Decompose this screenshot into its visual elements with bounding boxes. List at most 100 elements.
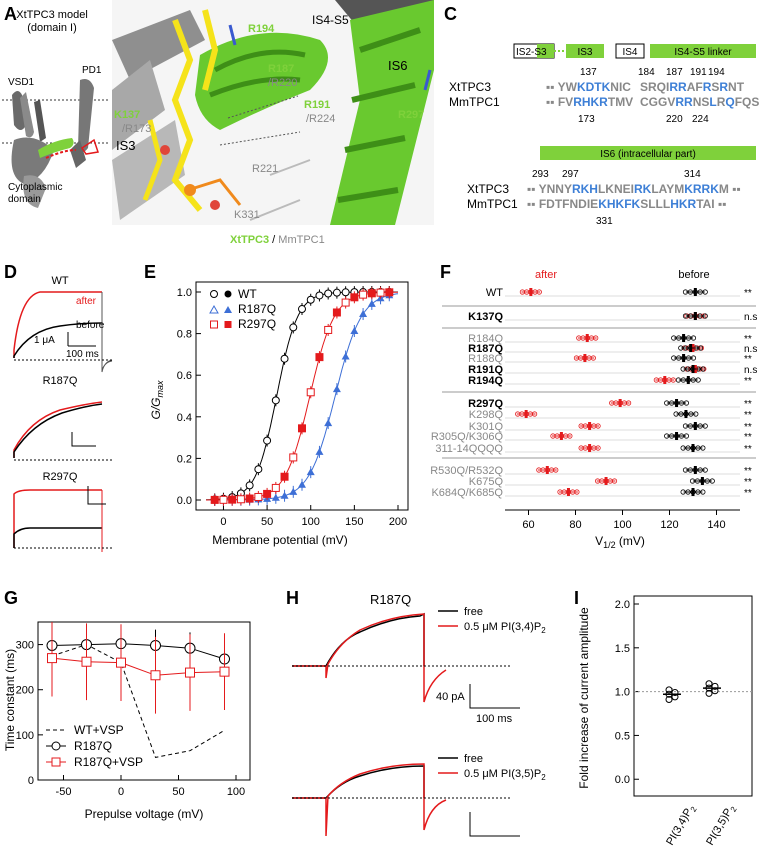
g-ytick-label-3: 300: [16, 640, 34, 652]
f-sig-5: n.s: [744, 365, 757, 376]
legend-r297q-open-marker: [210, 320, 218, 329]
trace-h-top-free: [292, 612, 425, 667]
f-row-label-3: R187Q: [468, 343, 503, 355]
e-point-WT: [315, 291, 324, 300]
f-sig-13: **: [744, 477, 752, 488]
seq-xttpc3-is6: ▪▪ YNNYRKHLKNEIRKLAYMKRRKM ▪▪: [527, 182, 741, 196]
e-point-WT: [289, 323, 298, 332]
e-point-R297Q: [367, 289, 376, 298]
seq-num-220: 220: [666, 114, 683, 125]
plot-e-series: [205, 286, 399, 506]
f-sig-7: **: [744, 399, 752, 410]
e-point-R297Q: [289, 453, 298, 462]
seq-num-173: 173: [578, 114, 595, 125]
residue-k137: K137: [114, 109, 140, 121]
i-ytick-label-0: 0.0: [615, 774, 630, 786]
trace-wt-after: [13, 291, 102, 358]
cytoplasmic-label-line1: Cytoplasmic: [8, 182, 62, 193]
seq-name-mmtpc1-2: MmTPC1: [467, 197, 518, 211]
plot-f-before-header: before: [678, 269, 709, 281]
seq-num-187: 187: [666, 67, 683, 78]
f-sig-14: **: [744, 488, 752, 499]
g-point-R187Q+VSP: [150, 670, 161, 681]
segment-is6-label: IS6: [388, 58, 408, 73]
e-point-R297Q: [271, 483, 280, 492]
e-point-R297Q: [219, 495, 228, 504]
cytoplasmic-label-line2: domain: [8, 194, 41, 205]
legend-e-r187q: R187Q: [238, 302, 276, 316]
plot-e-ylabel: G/Gmax: [149, 380, 165, 420]
panel-f: F after before WT ** K137Q n.s R184Q ** R187Q n…: [430, 262, 757, 550]
e-xtick-label-2: 100: [302, 516, 320, 528]
box-is2-s3-label: IS2-S3: [516, 47, 547, 58]
seq-num-224: 224: [692, 114, 709, 125]
panel-a-title-line2: (domain I): [27, 22, 77, 34]
g-ytick-label-2: 200: [16, 685, 34, 697]
e-fit-WT: [205, 291, 398, 501]
f-xtick-label-2: 100: [613, 519, 631, 531]
e-point-R187Q: [280, 491, 289, 499]
box-is6-label: IS6 (intracellular part): [600, 149, 696, 160]
scale-bar-h-bottom: [469, 812, 520, 837]
plot-f-x-axis: 60 80 100 120 140: [522, 510, 726, 531]
panel-e: E 0.0 0.2 0.4 0.6 0.8 1.0 0 50 100 150 200 Membra…: [144, 262, 409, 547]
plot-i-xcat-pi34: PI(3,4)P2: [664, 802, 699, 846]
plot-e-xlabel: Membrane potential (mV): [212, 533, 347, 547]
legend-r297q-filled-marker: [224, 321, 232, 328]
f-row-label-14: K684Q/K685Q: [431, 487, 503, 499]
f-row-label-6: R194Q: [468, 375, 503, 387]
f-sig-9: **: [744, 422, 752, 433]
plot-g-y-axis: 0 100 200 300: [16, 640, 43, 787]
plot-i-frame: [633, 595, 753, 797]
g-xtick-label-2: 50: [172, 786, 184, 798]
f-after-mean-2: [585, 334, 589, 342]
scale-bar-r297q: [87, 486, 106, 505]
g-point-R187Q+VSP: [47, 653, 57, 664]
f-row-label-0: WT: [486, 287, 503, 299]
panel-e-label: E: [144, 262, 156, 282]
trace-h-top-pi34: [292, 613, 447, 703]
legend-h-free-1: free: [464, 606, 483, 618]
f-after-mean-10: [559, 432, 563, 440]
f-after-mean-11: [588, 444, 592, 452]
f-after-mean-7: [618, 399, 622, 407]
f-sig-6: **: [744, 376, 752, 387]
e-point-WT: [324, 289, 333, 298]
g-xtick-label-3: 100: [227, 786, 245, 798]
legend-g-r187q-vsp-marker: [51, 757, 61, 767]
e-xtick-label-4: 200: [389, 516, 407, 528]
f-before-mean-4: [682, 354, 686, 362]
i-point-1: [705, 680, 713, 688]
f-before-mean-7: [675, 399, 679, 407]
panel-b: B: [112, 0, 434, 246]
seq-mmtpc1-linker: CGGVRRNSLRQFQS: [640, 95, 759, 109]
e-point-R297Q: [315, 353, 324, 362]
e-point-R297Q: [263, 489, 272, 498]
label-before: before: [76, 320, 105, 331]
e-ytick-label-4: 0.8: [177, 329, 192, 341]
label-after: after: [76, 296, 97, 307]
box-is4-s5-linker-label: IS4-S5 linker: [674, 47, 732, 58]
f-before-mean-13: [700, 477, 704, 485]
g-point-R187Q+VSP: [81, 656, 92, 667]
f-xtick-label-3: 120: [660, 519, 678, 531]
e-ytick-label-0: 0.0: [177, 495, 192, 507]
f-before-mean-12: [693, 466, 697, 474]
e-point-R297Q: [236, 495, 245, 504]
seq-num-184: 184: [638, 67, 655, 78]
scale-label-h-time: 100 ms: [476, 713, 513, 725]
residue-r297: R297: [398, 109, 424, 121]
f-row-label-12: R530Q/R532Q: [430, 465, 503, 477]
f-before-mean-8: [684, 410, 688, 418]
plot-g-x-axis: -50 0 50 100: [56, 775, 245, 798]
f-after-mean-8: [524, 410, 528, 418]
f-sig-11: **: [744, 444, 752, 455]
f-before-mean-10: [675, 432, 679, 440]
plot-f-rows: WT ** K137Q n.s R184Q ** R187Q n.s R188Q ** R191Q n…: [430, 287, 757, 499]
f-before-mean-6: [686, 376, 690, 384]
f-after-mean-4: [583, 354, 587, 362]
e-point-R187Q: [315, 447, 324, 455]
f-sig-4: **: [744, 354, 752, 365]
trace-r187q-before: [13, 403, 103, 458]
seq-mmtpc1-is6: ▪▪ FDTFNDIEKHKFKSLLLHKRTAI ▪▪: [527, 197, 726, 211]
